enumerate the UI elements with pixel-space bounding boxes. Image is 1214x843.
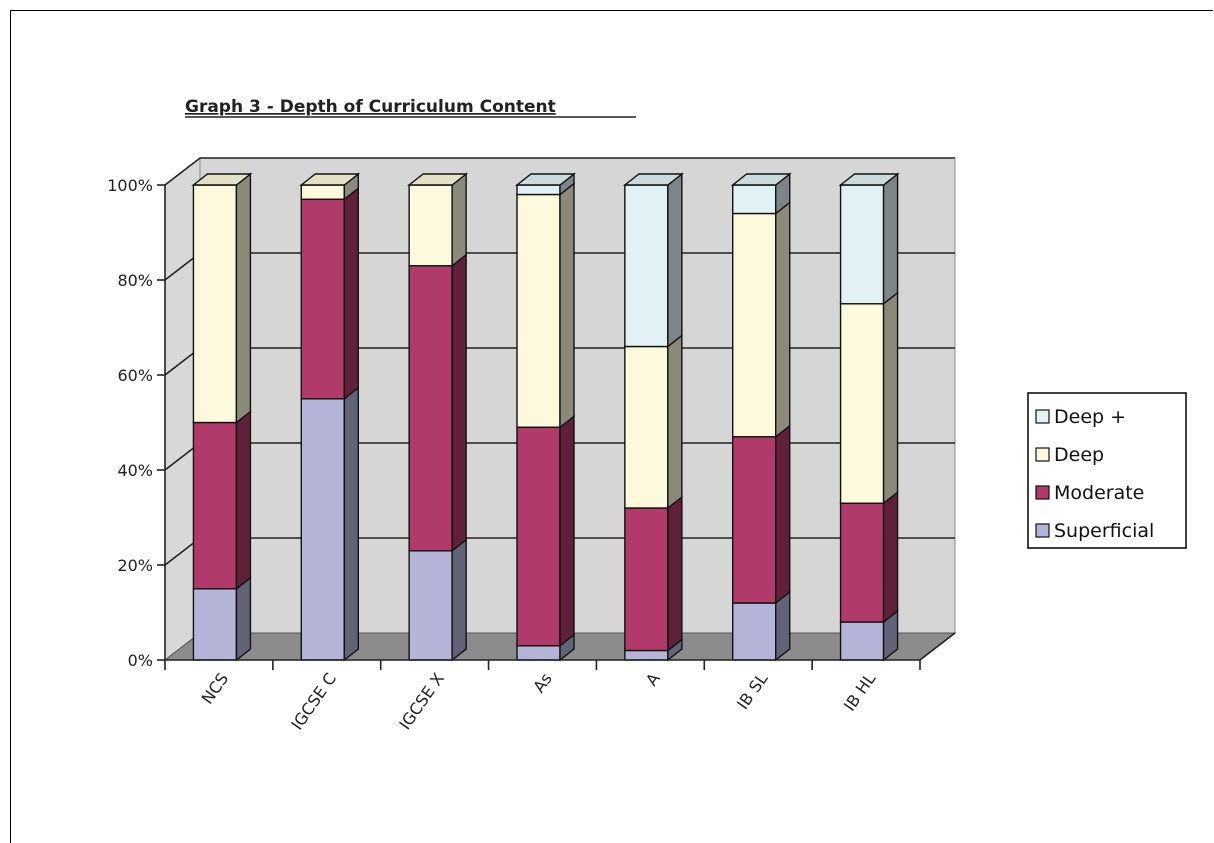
bar-segment <box>839 621 885 661</box>
legend-box <box>1027 392 1187 549</box>
bar-segment-side <box>667 334 683 510</box>
legend-swatch <box>1035 409 1050 424</box>
bar-segment <box>300 198 345 400</box>
bar-top <box>838 173 900 186</box>
bar-segment <box>408 184 453 267</box>
y-tick-label: 80% <box>117 271 153 290</box>
bar-segment <box>732 436 777 604</box>
bar-segment <box>192 588 238 661</box>
bar-segment <box>516 426 561 647</box>
x-tick-label: NCS <box>198 669 233 707</box>
bar-segment <box>839 184 885 305</box>
bar-segment <box>624 649 669 661</box>
y-tick-label: 0% <box>128 651 153 670</box>
bar-segment-side <box>667 495 683 652</box>
y-tick-label: 20% <box>117 556 153 575</box>
x-tick-label: A <box>642 669 664 689</box>
legend-label: Deep <box>1054 444 1104 466</box>
legend-label: Moderate <box>1054 482 1144 504</box>
bar-segment-side <box>775 424 791 605</box>
bar-segment-side <box>559 182 575 429</box>
bar-top <box>622 173 684 186</box>
x-tick-label: As <box>529 669 556 696</box>
bar-segment <box>300 398 345 661</box>
bar-segment-side <box>343 186 359 401</box>
bar-segment <box>192 421 238 590</box>
y-tick-label: 60% <box>117 366 153 385</box>
y-tick-label: 40% <box>117 461 153 480</box>
x-tick-label: IB SL <box>733 669 771 713</box>
bar-segment-side <box>882 172 899 306</box>
chart-title: Graph 3 - Depth of Curriculum Content <box>185 97 556 117</box>
bar-top <box>407 173 469 186</box>
bar-segment <box>732 184 777 215</box>
x-tick-label: IGCSE C <box>287 669 340 733</box>
bar-top <box>299 173 361 186</box>
bar-segment-side <box>775 201 791 439</box>
bar-segment <box>408 550 453 661</box>
legend-swatch <box>1035 447 1050 462</box>
bar-segment <box>516 184 561 196</box>
bar-segment-side <box>235 410 252 591</box>
legend: Deep + Deep Moderate Superficial <box>1027 392 1187 549</box>
bar-segment-side <box>451 253 467 553</box>
bar-segment-side <box>343 386 359 662</box>
bar-segment <box>516 645 561 661</box>
bar-segment <box>624 345 669 509</box>
bar-segment <box>408 265 453 552</box>
bars <box>191 172 900 662</box>
bar-segment-side <box>235 576 252 662</box>
bar-segment <box>732 602 777 661</box>
x-tick-label: IB HL <box>840 669 880 714</box>
bar-segment <box>192 184 238 424</box>
bar-segment <box>732 212 777 438</box>
chart-frame <box>10 10 1213 843</box>
bar-segment-side <box>667 172 683 348</box>
bar-segment <box>516 193 561 428</box>
bar-segment <box>624 507 669 652</box>
bar-segment-side <box>451 538 467 662</box>
y-axis: 0% 20% 40% 60% 80% 100% <box>107 176 166 670</box>
y-tick-label: 100% <box>107 176 153 195</box>
bar-top <box>730 173 792 186</box>
bar-segment <box>839 502 885 623</box>
bar-segment <box>300 184 345 200</box>
bar-segment <box>624 184 669 348</box>
legend-swatch <box>1035 523 1050 538</box>
bar-segment-side <box>235 172 252 424</box>
x-tick-label: IGCSE X <box>395 669 448 733</box>
bar-segment-side <box>882 291 899 505</box>
legend-label: Deep + <box>1054 406 1126 428</box>
bar-top <box>514 173 577 186</box>
bar-segment-side <box>882 490 899 624</box>
legend-swatch <box>1035 485 1050 500</box>
gridline <box>164 157 955 186</box>
bar-segment-side <box>451 172 467 268</box>
bar-top <box>191 173 253 186</box>
bar-segment <box>839 303 885 504</box>
bar-segment-side <box>559 414 575 648</box>
legend-label: Superficial <box>1054 520 1154 542</box>
